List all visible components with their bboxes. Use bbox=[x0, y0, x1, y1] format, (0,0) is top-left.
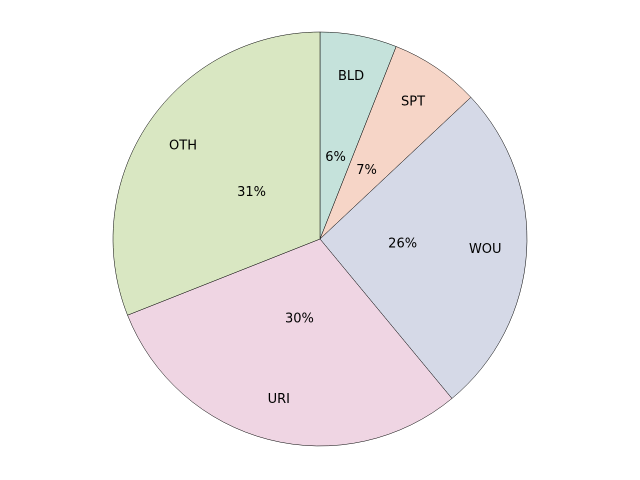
slice-label-uri: URI bbox=[268, 392, 290, 407]
pie-labels: BLD 6% SPT 7% WOU 26% URI 30% OTH 31% bbox=[169, 69, 502, 407]
slice-percent-spt: 7% bbox=[356, 163, 377, 178]
slice-label-bld: BLD bbox=[338, 69, 364, 84]
pie-slices bbox=[112, 31, 528, 447]
slice-label-spt: SPT bbox=[401, 95, 425, 110]
pie-slice-uri bbox=[127, 238, 453, 447]
pie-slice-wou bbox=[319, 97, 528, 399]
slice-percent-uri: 30% bbox=[285, 312, 314, 327]
pie-slice-oth bbox=[112, 31, 321, 316]
slice-percent-wou: 26% bbox=[388, 237, 417, 252]
slice-label-oth: OTH bbox=[169, 138, 197, 153]
slice-percent-oth: 31% bbox=[237, 185, 266, 200]
slice-label-wou: WOU bbox=[469, 242, 502, 257]
slice-percent-bld: 6% bbox=[325, 150, 346, 165]
